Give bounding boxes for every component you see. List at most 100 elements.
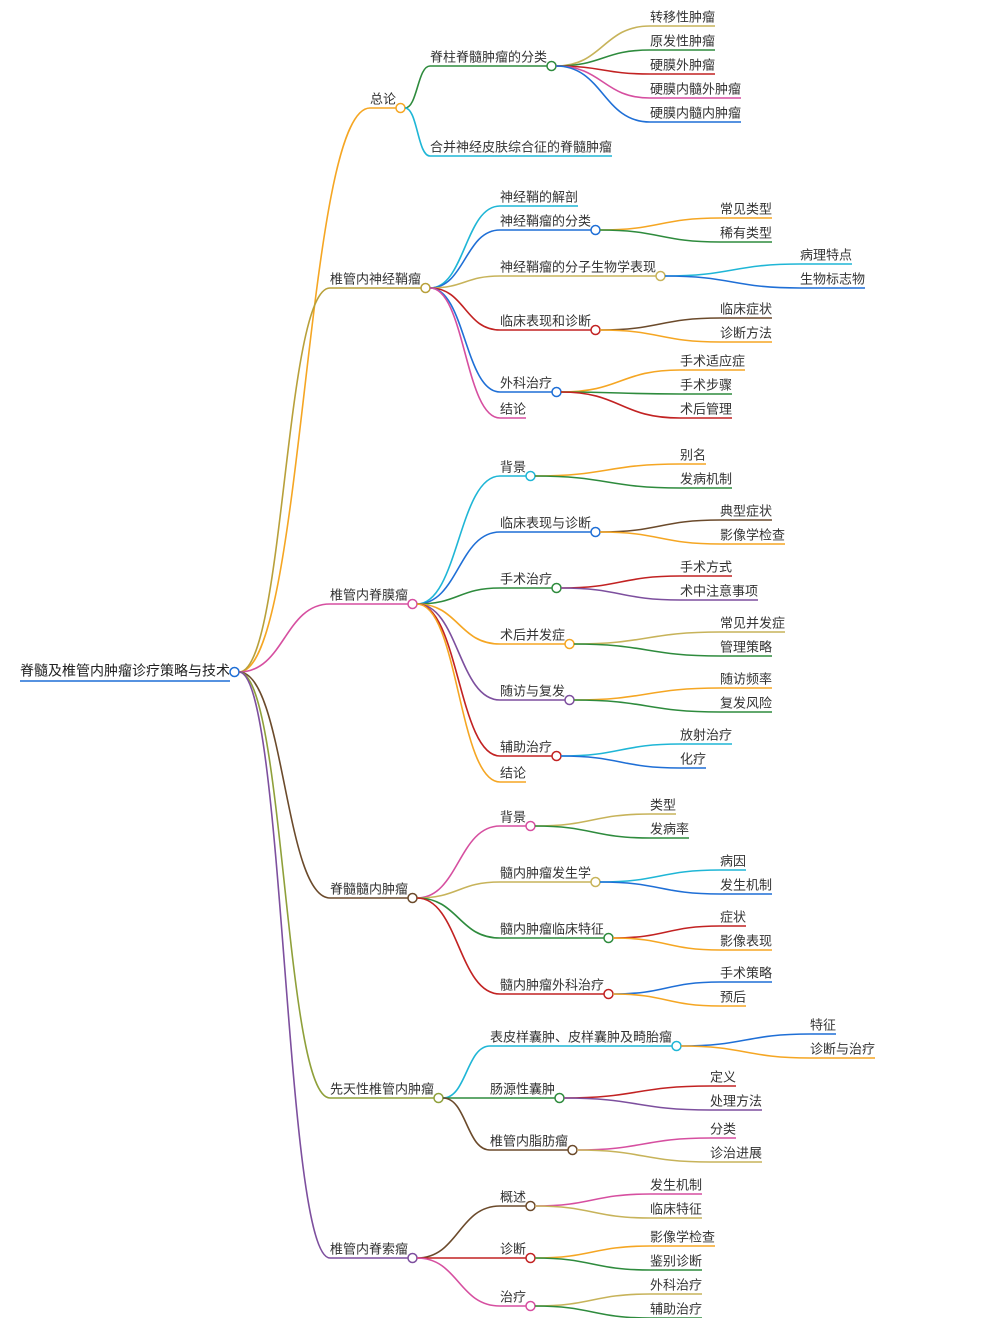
branch-edge: [613, 982, 720, 994]
branch-node: [565, 640, 574, 649]
node-label: 发生机制: [720, 877, 772, 892]
branch-edge: [535, 464, 680, 476]
branch-edge: [417, 604, 500, 756]
node-label: 诊断: [500, 1241, 526, 1256]
branch-edge: [600, 532, 720, 544]
node-label: 稀有类型: [720, 225, 772, 240]
node-label: 病因: [720, 853, 746, 868]
node-label: 转移性肿瘤: [650, 9, 715, 24]
node-label: 常见并发症: [720, 615, 785, 630]
node-label: 发生机制: [650, 1177, 702, 1192]
branch-edge: [535, 814, 650, 826]
branch-edge: [535, 476, 680, 488]
node-label: 典型症状: [720, 503, 772, 518]
branch-edge: [430, 288, 500, 330]
node-label: 别名: [680, 447, 706, 462]
node-label: 脊柱脊髓肿瘤的分类: [430, 49, 547, 64]
branch-edge: [577, 1138, 710, 1150]
branch-edge: [417, 826, 500, 898]
node-label: 椎管内脂肪瘤: [490, 1133, 568, 1148]
node-label: 术中注意事项: [680, 583, 758, 598]
node-label: 概述: [500, 1189, 526, 1204]
node-label: 鉴别诊断: [650, 1253, 702, 1268]
branch-edge: [239, 672, 330, 1258]
branch-edge: [239, 672, 330, 898]
node-label: 常见类型: [720, 201, 772, 216]
node-label: 症状: [720, 909, 746, 924]
node-label: 表皮样囊肿、皮样囊肿及畸胎瘤: [490, 1029, 672, 1044]
branch-edge: [665, 264, 800, 276]
branch-node: [526, 1254, 535, 1263]
branch-edge: [556, 50, 650, 66]
node-label: 辅助治疗: [500, 739, 552, 754]
branch-edge: [600, 882, 720, 894]
branch-edge: [600, 870, 720, 882]
node-label: 手术方式: [680, 559, 732, 574]
node-label: 放射治疗: [680, 727, 732, 742]
node-label: 神经鞘瘤的分类: [500, 213, 591, 228]
branch-node: [672, 1042, 681, 1051]
branch-edge: [239, 288, 330, 672]
branch-node: [568, 1146, 577, 1155]
branch-node: [434, 1094, 443, 1103]
branch-edge: [613, 926, 720, 938]
node-label: 影像学检查: [720, 527, 785, 542]
branch-edge: [564, 1086, 710, 1098]
branch-edge: [417, 476, 500, 604]
node-label: 复发风险: [720, 695, 772, 710]
node-label: 化疗: [680, 751, 706, 766]
root-label: 脊髓及椎管内肿瘤诊疗策略与技术: [20, 663, 230, 679]
branch-edge: [561, 370, 680, 392]
branch-edge: [430, 230, 500, 288]
node-label: 髓内肿瘤临床特征: [500, 921, 604, 936]
branch-node: [408, 1254, 417, 1263]
branch-edge: [417, 1206, 500, 1258]
node-label: 肠源性囊肿: [490, 1081, 555, 1096]
node-label: 外科治疗: [650, 1277, 702, 1292]
node-label: 髓内肿瘤外科治疗: [500, 977, 604, 992]
branch-edge: [600, 318, 720, 330]
node-label: 临床表现与诊断: [500, 515, 591, 530]
node-label: 背景: [500, 459, 526, 474]
branch-label: 椎管内脊膜瘤: [330, 587, 408, 602]
branch-node: [552, 584, 561, 593]
branch-edge: [417, 1258, 500, 1306]
node-label: 手术步骤: [680, 377, 732, 392]
branch-edge: [574, 632, 720, 644]
branch-label: 先天性椎管内肿瘤: [330, 1081, 434, 1096]
node-label: 病理特点: [800, 247, 852, 262]
branch-node: [526, 1302, 535, 1311]
node-label: 诊断与治疗: [810, 1041, 875, 1056]
branch-node: [526, 472, 535, 481]
branch-edge: [574, 688, 720, 700]
branch-node: [421, 284, 430, 293]
branch-node: [396, 104, 405, 113]
branch-edge: [535, 826, 650, 838]
branch-edge: [417, 604, 500, 700]
node-label: 临床表现和诊断: [500, 313, 591, 328]
node-label: 定义: [710, 1069, 736, 1084]
branch-edge: [556, 26, 650, 66]
branch-edge: [561, 392, 680, 418]
branch-edge: [535, 1194, 650, 1206]
branch-node: [230, 668, 239, 677]
branch-edge: [681, 1046, 810, 1058]
branch-edge: [535, 1306, 650, 1318]
branch-edge: [613, 994, 720, 1006]
node-label: 原发性肿瘤: [650, 33, 715, 48]
branch-edge: [430, 288, 500, 392]
branch-edge: [600, 230, 720, 242]
branch-edge: [443, 1046, 490, 1098]
node-label: 临床症状: [720, 301, 772, 316]
node-label: 髓内肿瘤发生学: [500, 865, 591, 880]
branch-node: [552, 752, 561, 761]
node-label: 随访与复发: [500, 683, 565, 698]
branch-node: [591, 326, 600, 335]
node-label: 背景: [500, 809, 526, 824]
node-label: 预后: [720, 989, 746, 1004]
node-label: 影像学检查: [650, 1229, 715, 1244]
node-label: 结论: [500, 765, 526, 780]
node-label: 诊治进展: [710, 1145, 762, 1160]
branch-edge: [564, 1098, 710, 1110]
node-label: 手术适应症: [680, 353, 745, 368]
